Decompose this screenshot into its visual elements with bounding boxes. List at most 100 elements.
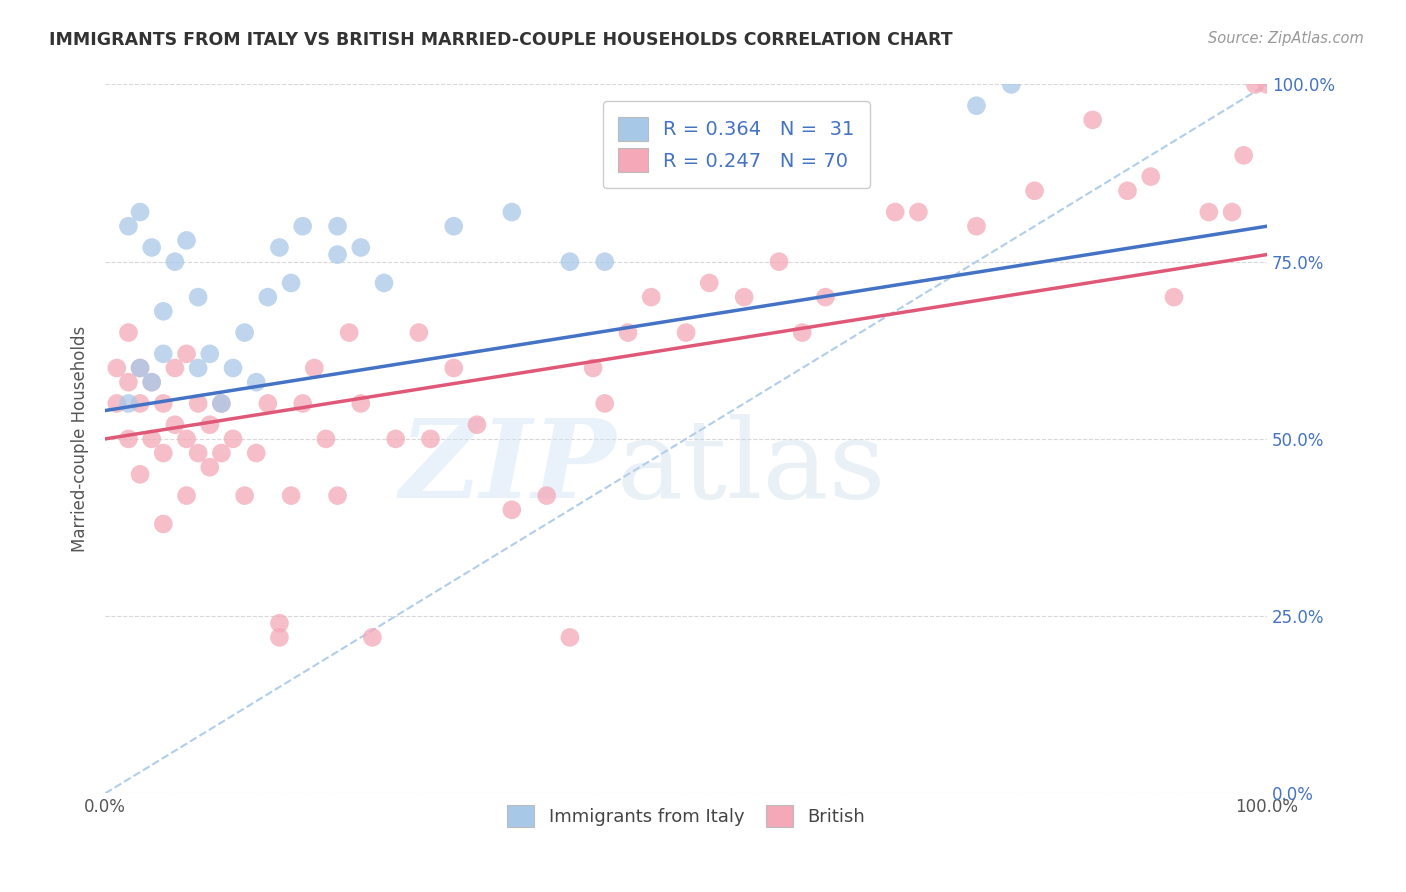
Point: [768, 254, 790, 268]
Point: [291, 396, 314, 410]
Point: [187, 290, 209, 304]
Point: [337, 326, 360, 340]
Point: [280, 489, 302, 503]
Point: [152, 347, 174, 361]
Point: [501, 503, 523, 517]
Point: [163, 417, 186, 432]
Point: [304, 361, 326, 376]
Point: [152, 304, 174, 318]
Point: [152, 446, 174, 460]
Point: [198, 460, 221, 475]
Point: [966, 99, 988, 113]
Point: [198, 417, 221, 432]
Point: [443, 219, 465, 234]
Point: [315, 432, 337, 446]
Point: [269, 240, 291, 254]
Point: [222, 361, 245, 376]
Point: [129, 396, 152, 410]
Point: [257, 290, 280, 304]
Point: [129, 467, 152, 482]
Point: [697, 276, 720, 290]
Point: [1139, 169, 1161, 184]
Point: [117, 219, 139, 234]
Point: [443, 361, 465, 376]
Point: [1116, 184, 1139, 198]
Point: [141, 240, 163, 254]
Point: [233, 326, 256, 340]
Point: [209, 396, 232, 410]
Point: [884, 205, 907, 219]
Point: [350, 396, 373, 410]
Point: [141, 375, 163, 389]
Point: [501, 205, 523, 219]
Point: [1233, 148, 1256, 162]
Text: ZIP: ZIP: [399, 414, 616, 521]
Point: [209, 446, 232, 460]
Point: [117, 375, 139, 389]
Point: [176, 347, 198, 361]
Point: [465, 417, 488, 432]
Point: [152, 396, 174, 410]
Point: [617, 326, 640, 340]
Legend: Immigrants from Italy, British: Immigrants from Italy, British: [499, 797, 872, 834]
Point: [536, 489, 558, 503]
Point: [176, 234, 198, 248]
Point: [105, 361, 128, 376]
Point: [280, 276, 302, 290]
Point: [326, 219, 349, 234]
Point: [129, 205, 152, 219]
Point: [1081, 112, 1104, 127]
Point: [373, 276, 395, 290]
Point: [117, 396, 139, 410]
Point: [187, 361, 209, 376]
Point: [1163, 290, 1185, 304]
Point: [269, 616, 291, 631]
Point: [1000, 78, 1022, 92]
Point: [245, 375, 267, 389]
Point: [209, 396, 232, 410]
Point: [814, 290, 837, 304]
Point: [1198, 205, 1220, 219]
Point: [163, 361, 186, 376]
Point: [222, 432, 245, 446]
Point: [384, 432, 406, 446]
Point: [117, 326, 139, 340]
Point: [129, 361, 152, 376]
Point: [558, 631, 581, 645]
Point: [105, 396, 128, 410]
Point: [141, 375, 163, 389]
Point: [907, 205, 929, 219]
Point: [233, 489, 256, 503]
Point: [141, 432, 163, 446]
Point: [187, 446, 209, 460]
Point: [1220, 205, 1243, 219]
Text: atlas: atlas: [616, 414, 886, 521]
Point: [291, 219, 314, 234]
Point: [733, 290, 755, 304]
Point: [176, 489, 198, 503]
Point: [792, 326, 814, 340]
Point: [582, 361, 605, 376]
Point: [558, 254, 581, 268]
Point: [408, 326, 430, 340]
Point: [1244, 78, 1267, 92]
Point: [350, 240, 373, 254]
Text: IMMIGRANTS FROM ITALY VS BRITISH MARRIED-COUPLE HOUSEHOLDS CORRELATION CHART: IMMIGRANTS FROM ITALY VS BRITISH MARRIED…: [49, 31, 953, 49]
Point: [361, 631, 384, 645]
Point: [198, 347, 221, 361]
Text: Source: ZipAtlas.com: Source: ZipAtlas.com: [1208, 31, 1364, 46]
Point: [593, 396, 616, 410]
Point: [326, 247, 349, 261]
Point: [675, 326, 697, 340]
Point: [257, 396, 280, 410]
Point: [152, 516, 174, 531]
Point: [849, 112, 872, 127]
Point: [1256, 78, 1278, 92]
Point: [966, 219, 988, 234]
Point: [187, 396, 209, 410]
Point: [163, 254, 186, 268]
Point: [176, 432, 198, 446]
Point: [269, 631, 291, 645]
Point: [129, 361, 152, 376]
Point: [419, 432, 441, 446]
